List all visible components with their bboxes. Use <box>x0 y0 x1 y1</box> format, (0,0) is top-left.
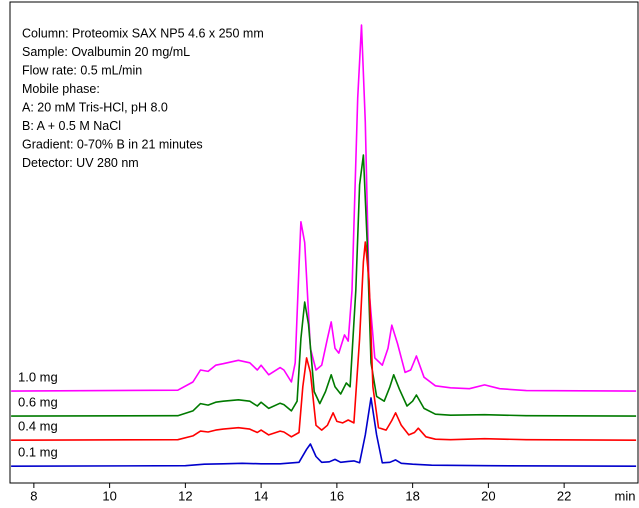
x-tick-label: 8 <box>30 488 37 503</box>
annotation: Flow rate: 0.5 mL/min <box>22 63 142 77</box>
x-tick-label: 18 <box>405 488 419 503</box>
x-tick-label: 14 <box>254 488 268 503</box>
trace-label: 1.0 mg <box>18 370 58 385</box>
x-tick-label: 16 <box>330 488 344 503</box>
trace-label: 0.6 mg <box>18 395 58 410</box>
trace <box>11 397 637 467</box>
annotation: Column: Proteomix SAX NP5 4.6 x 250 mm <box>22 26 264 40</box>
annotation: A: 20 mM Tris-HCl, pH 8.0 <box>22 100 168 114</box>
annotation: Mobile phase: <box>22 82 100 96</box>
x-tick-label: 12 <box>178 488 192 503</box>
trace <box>11 24 637 392</box>
plot-frame <box>9 1 639 484</box>
x-tick-label: 10 <box>102 488 116 503</box>
annotation: Sample: Ovalbumin 20 mg/mL <box>22 45 190 59</box>
x-tick-label: 22 <box>557 488 571 503</box>
x-axis-label: min <box>615 488 636 503</box>
annotation: Gradient: 0-70% B in 21 minutes <box>22 137 203 151</box>
trace <box>11 241 637 441</box>
annotation: Detector: UV 280 nm <box>22 156 139 170</box>
annotation: B: A + 0.5 M NaCl <box>22 119 121 133</box>
trace-label: 0.4 mg <box>18 419 58 434</box>
trace-label: 0.1 mg <box>18 445 58 460</box>
trace <box>11 154 637 417</box>
x-tick-label: 20 <box>481 488 495 503</box>
